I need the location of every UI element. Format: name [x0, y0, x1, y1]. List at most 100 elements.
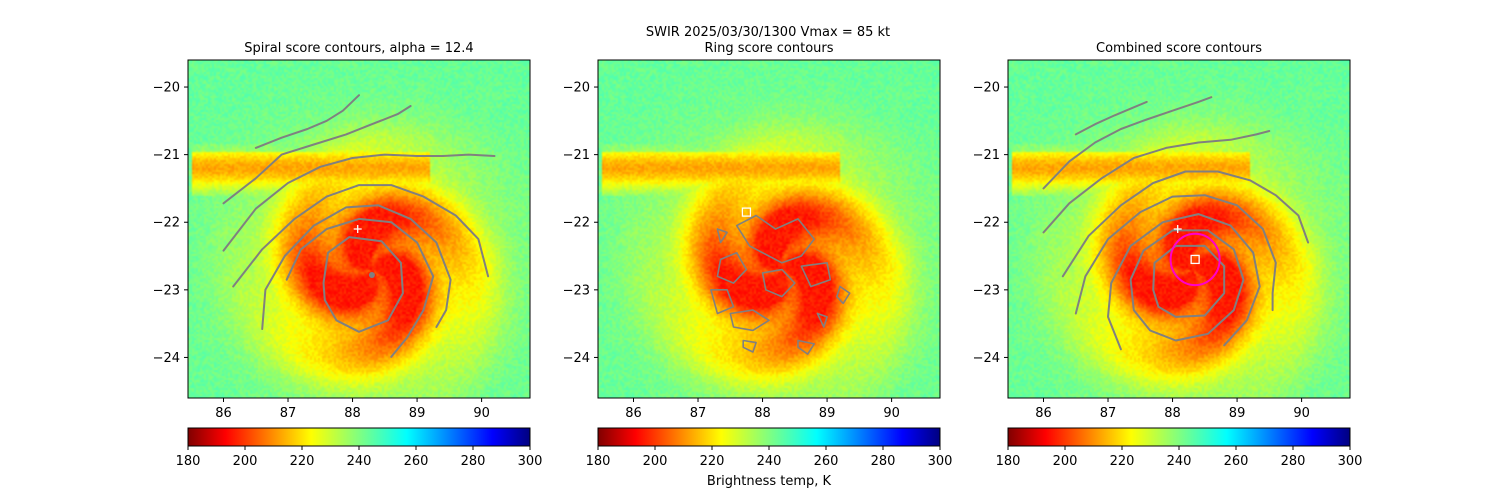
colorbar-ticks-combined: 180 200 220 240 260 280 300 [996, 446, 1363, 469]
colorbar-tick-label-spiral-3: 240 [347, 454, 372, 469]
brightness-image-ring [598, 60, 940, 398]
x-tick-label-ring-4: 90 [883, 406, 900, 421]
y-tick-label-combined-3: −23 [973, 283, 1000, 298]
contour-line-spiral-4 [261, 204, 452, 330]
colorbar-tick-label-combined-0: 180 [996, 454, 1021, 469]
x-tick-label-ring-0: 86 [625, 406, 642, 421]
colorbar-combined: 180 200 220 240 260 280 300 [996, 427, 1363, 469]
x-tick-label-spiral-3: 89 [409, 406, 426, 421]
x-tick-label-combined-0: 86 [1035, 406, 1052, 421]
panel-title-ring: Ring score contours [704, 41, 833, 56]
colorbar-spiral: 180 200 220 240 260 280 300 [176, 427, 543, 469]
marker-dot-spiral-1 [368, 271, 375, 278]
contour-line-spiral-0 [254, 94, 360, 149]
markers-ring [741, 207, 752, 217]
contour-line-spiral-6 [322, 236, 404, 333]
y-tick-label-combined-1: −21 [973, 148, 1000, 163]
contour-line-spiral-1 [222, 105, 412, 205]
y-tick-label-spiral-4: −24 [153, 351, 180, 366]
colorbar-tick-label-spiral-0: 180 [176, 454, 201, 469]
colorbar-tick-label-combined-6: 300 [1338, 454, 1363, 469]
panel-title-spiral: Spiral score contours, alpha = 12.4 [244, 41, 473, 56]
contour-line-combined-7 [1152, 244, 1226, 318]
markers-combined [1169, 225, 1221, 287]
x-tick-label-combined-4: 90 [1293, 406, 1310, 421]
colorbar-label: Brightness temp, K [707, 474, 832, 489]
colorbar-tick-label-spiral-6: 300 [518, 454, 543, 469]
x-axis-ring: 86 87 88 89 90 [625, 398, 900, 421]
y-tick-label-combined-4: −24 [973, 351, 1000, 366]
markers-spiral [353, 225, 375, 278]
x-tick-label-combined-1: 87 [1100, 406, 1117, 421]
colorbar-ticks-ring: 180 200 220 240 260 280 300 [586, 446, 953, 469]
contour-line-combined-2 [1042, 130, 1271, 234]
contour-line-combined-0 [1074, 100, 1148, 136]
contour-line-ring-9 [716, 228, 728, 244]
colorbar-tick-label-combined-1: 200 [1053, 454, 1078, 469]
marker-plus-spiral-0 [353, 225, 362, 233]
contour-line-ring-2 [761, 268, 796, 298]
panel-ring: Ring score contours 86 87 88 89 90 −20 −21 −22… [563, 41, 941, 421]
contour-line-ring-5 [729, 309, 770, 332]
colorbar-tick-label-ring-0: 180 [586, 454, 611, 469]
colorbar-tick-label-ring-4: 260 [814, 454, 839, 469]
contour-line-spiral-5 [285, 217, 435, 358]
contour-line-ring-3 [800, 262, 832, 288]
y-tick-label-ring-4: −24 [563, 351, 590, 366]
colorbar-tick-label-ring-6: 300 [928, 454, 953, 469]
x-tick-label-spiral-0: 86 [215, 406, 232, 421]
panel-spiral: Spiral score contours, alpha = 12.4 86 87… [153, 41, 531, 421]
contour-line-ring-10 [816, 312, 828, 328]
colorbar-tick-label-combined-4: 260 [1224, 454, 1249, 469]
x-tick-label-combined-3: 89 [1229, 406, 1246, 421]
colorbar-tick-label-combined-5: 280 [1281, 454, 1306, 469]
marker-square-ring-0 [741, 207, 752, 217]
contours-ring [710, 214, 851, 355]
y-tick-label-ring-2: −22 [563, 216, 590, 231]
contour-line-ring-8 [836, 285, 851, 305]
x-tick-label-ring-2: 88 [754, 406, 771, 421]
y-tick-label-ring-0: −20 [563, 81, 590, 96]
y-tick-label-spiral-2: −22 [153, 216, 180, 231]
y-tick-label-combined-0: −20 [973, 81, 1000, 96]
y-tick-label-ring-3: −23 [563, 283, 590, 298]
x-tick-label-spiral-4: 90 [473, 406, 490, 421]
colorbar-gradient-ring [597, 427, 941, 447]
y-tick-label-ring-1: −21 [563, 148, 590, 163]
marker-plus-combined-0 [1173, 225, 1182, 233]
x-tick-label-ring-1: 87 [690, 406, 707, 421]
contour-line-spiral-2 [222, 153, 496, 252]
contour-line-combined-1 [1042, 96, 1213, 190]
colorbar-ticks-spiral: 180 200 220 240 260 280 300 [176, 446, 543, 469]
contours-spiral [222, 94, 496, 358]
y-axis-combined: −20 −21 −22 −23 −24 [973, 81, 1008, 366]
colorbar-tick-label-spiral-1: 200 [233, 454, 258, 469]
contour-line-combined-6 [1129, 229, 1245, 342]
panel-title-combined: Combined score contours [1096, 41, 1262, 56]
axes-frame-ring [597, 59, 941, 399]
y-tick-label-combined-2: −22 [973, 216, 1000, 231]
colorbar-gradient-combined [1007, 427, 1351, 447]
x-tick-label-spiral-2: 88 [344, 406, 361, 421]
y-tick-label-spiral-1: −21 [153, 148, 180, 163]
y-tick-label-spiral-3: −23 [153, 283, 180, 298]
colorbar-tick-label-spiral-5: 280 [461, 454, 486, 469]
contour-line-spiral-3 [232, 184, 490, 288]
marker-square-combined-1 [1190, 254, 1200, 265]
marker-circle-combined-2 [1169, 232, 1221, 287]
contour-line-combined-5 [1107, 213, 1261, 351]
heatmap-ring [598, 60, 940, 398]
contour-line-ring-0 [735, 214, 815, 264]
colorbar-ring: 180 200 220 240 260 280 300 [586, 427, 953, 469]
contour-line-combined-4 [1074, 194, 1277, 315]
colorbar-tick-label-ring-5: 280 [871, 454, 896, 469]
x-tick-label-combined-2: 88 [1164, 406, 1181, 421]
y-axis-ring: −20 −21 −22 −23 −24 [563, 81, 598, 366]
figure-suptitle: SWIR 2025/03/30/1300 Vmax = 85 kt [646, 25, 890, 40]
contour-line-ring-1 [716, 251, 748, 284]
contour-line-ring-7 [797, 339, 815, 355]
panel-combined: Combined score contours 86 87 88 89 90 −20−2… [973, 41, 1351, 421]
x-tick-label-spiral-1: 87 [280, 406, 297, 421]
x-axis-spiral: 86 87 88 89 90 [215, 398, 490, 421]
